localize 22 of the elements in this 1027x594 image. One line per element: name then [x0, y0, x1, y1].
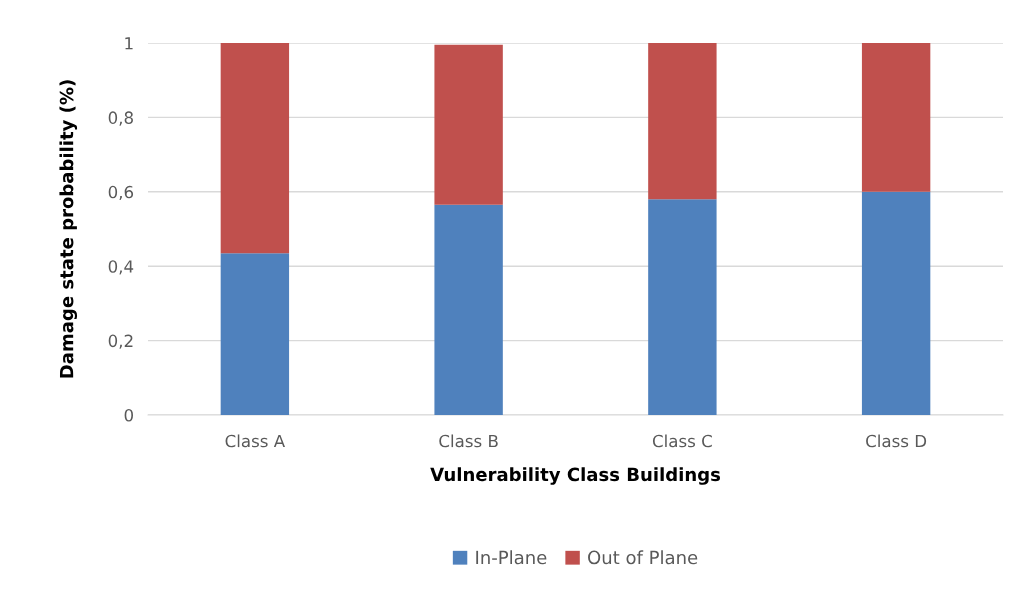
x-tick-label: Class A — [225, 434, 286, 448]
y-tick-label: 0 — [124, 408, 133, 422]
bar — [434, 44, 503, 205]
bar — [861, 191, 931, 415]
bar — [648, 43, 717, 200]
y-tick-label: 0,6 — [108, 185, 134, 201]
x-tick-label: Class C — [652, 434, 712, 448]
bar — [220, 253, 290, 415]
bar — [434, 204, 503, 415]
bar — [648, 199, 717, 415]
x-axis-title: Vulnerability Class Buildings — [430, 467, 721, 485]
y-tick-label: 1 — [125, 37, 133, 50]
legend-label: Out of Plane — [588, 550, 698, 565]
y-tick-label: 0,2 — [108, 334, 133, 349]
legend-label: In-Plane — [476, 550, 547, 565]
y-axis-title: Damage state probability (%) — [59, 80, 78, 378]
y-tick-label: 0,8 — [108, 111, 133, 126]
x-tick-label: Class D — [866, 434, 927, 448]
y-tick-label: 0,4 — [108, 260, 134, 275]
bar — [220, 43, 290, 254]
x-tick-label: Class B — [439, 434, 498, 448]
bar — [861, 43, 931, 192]
